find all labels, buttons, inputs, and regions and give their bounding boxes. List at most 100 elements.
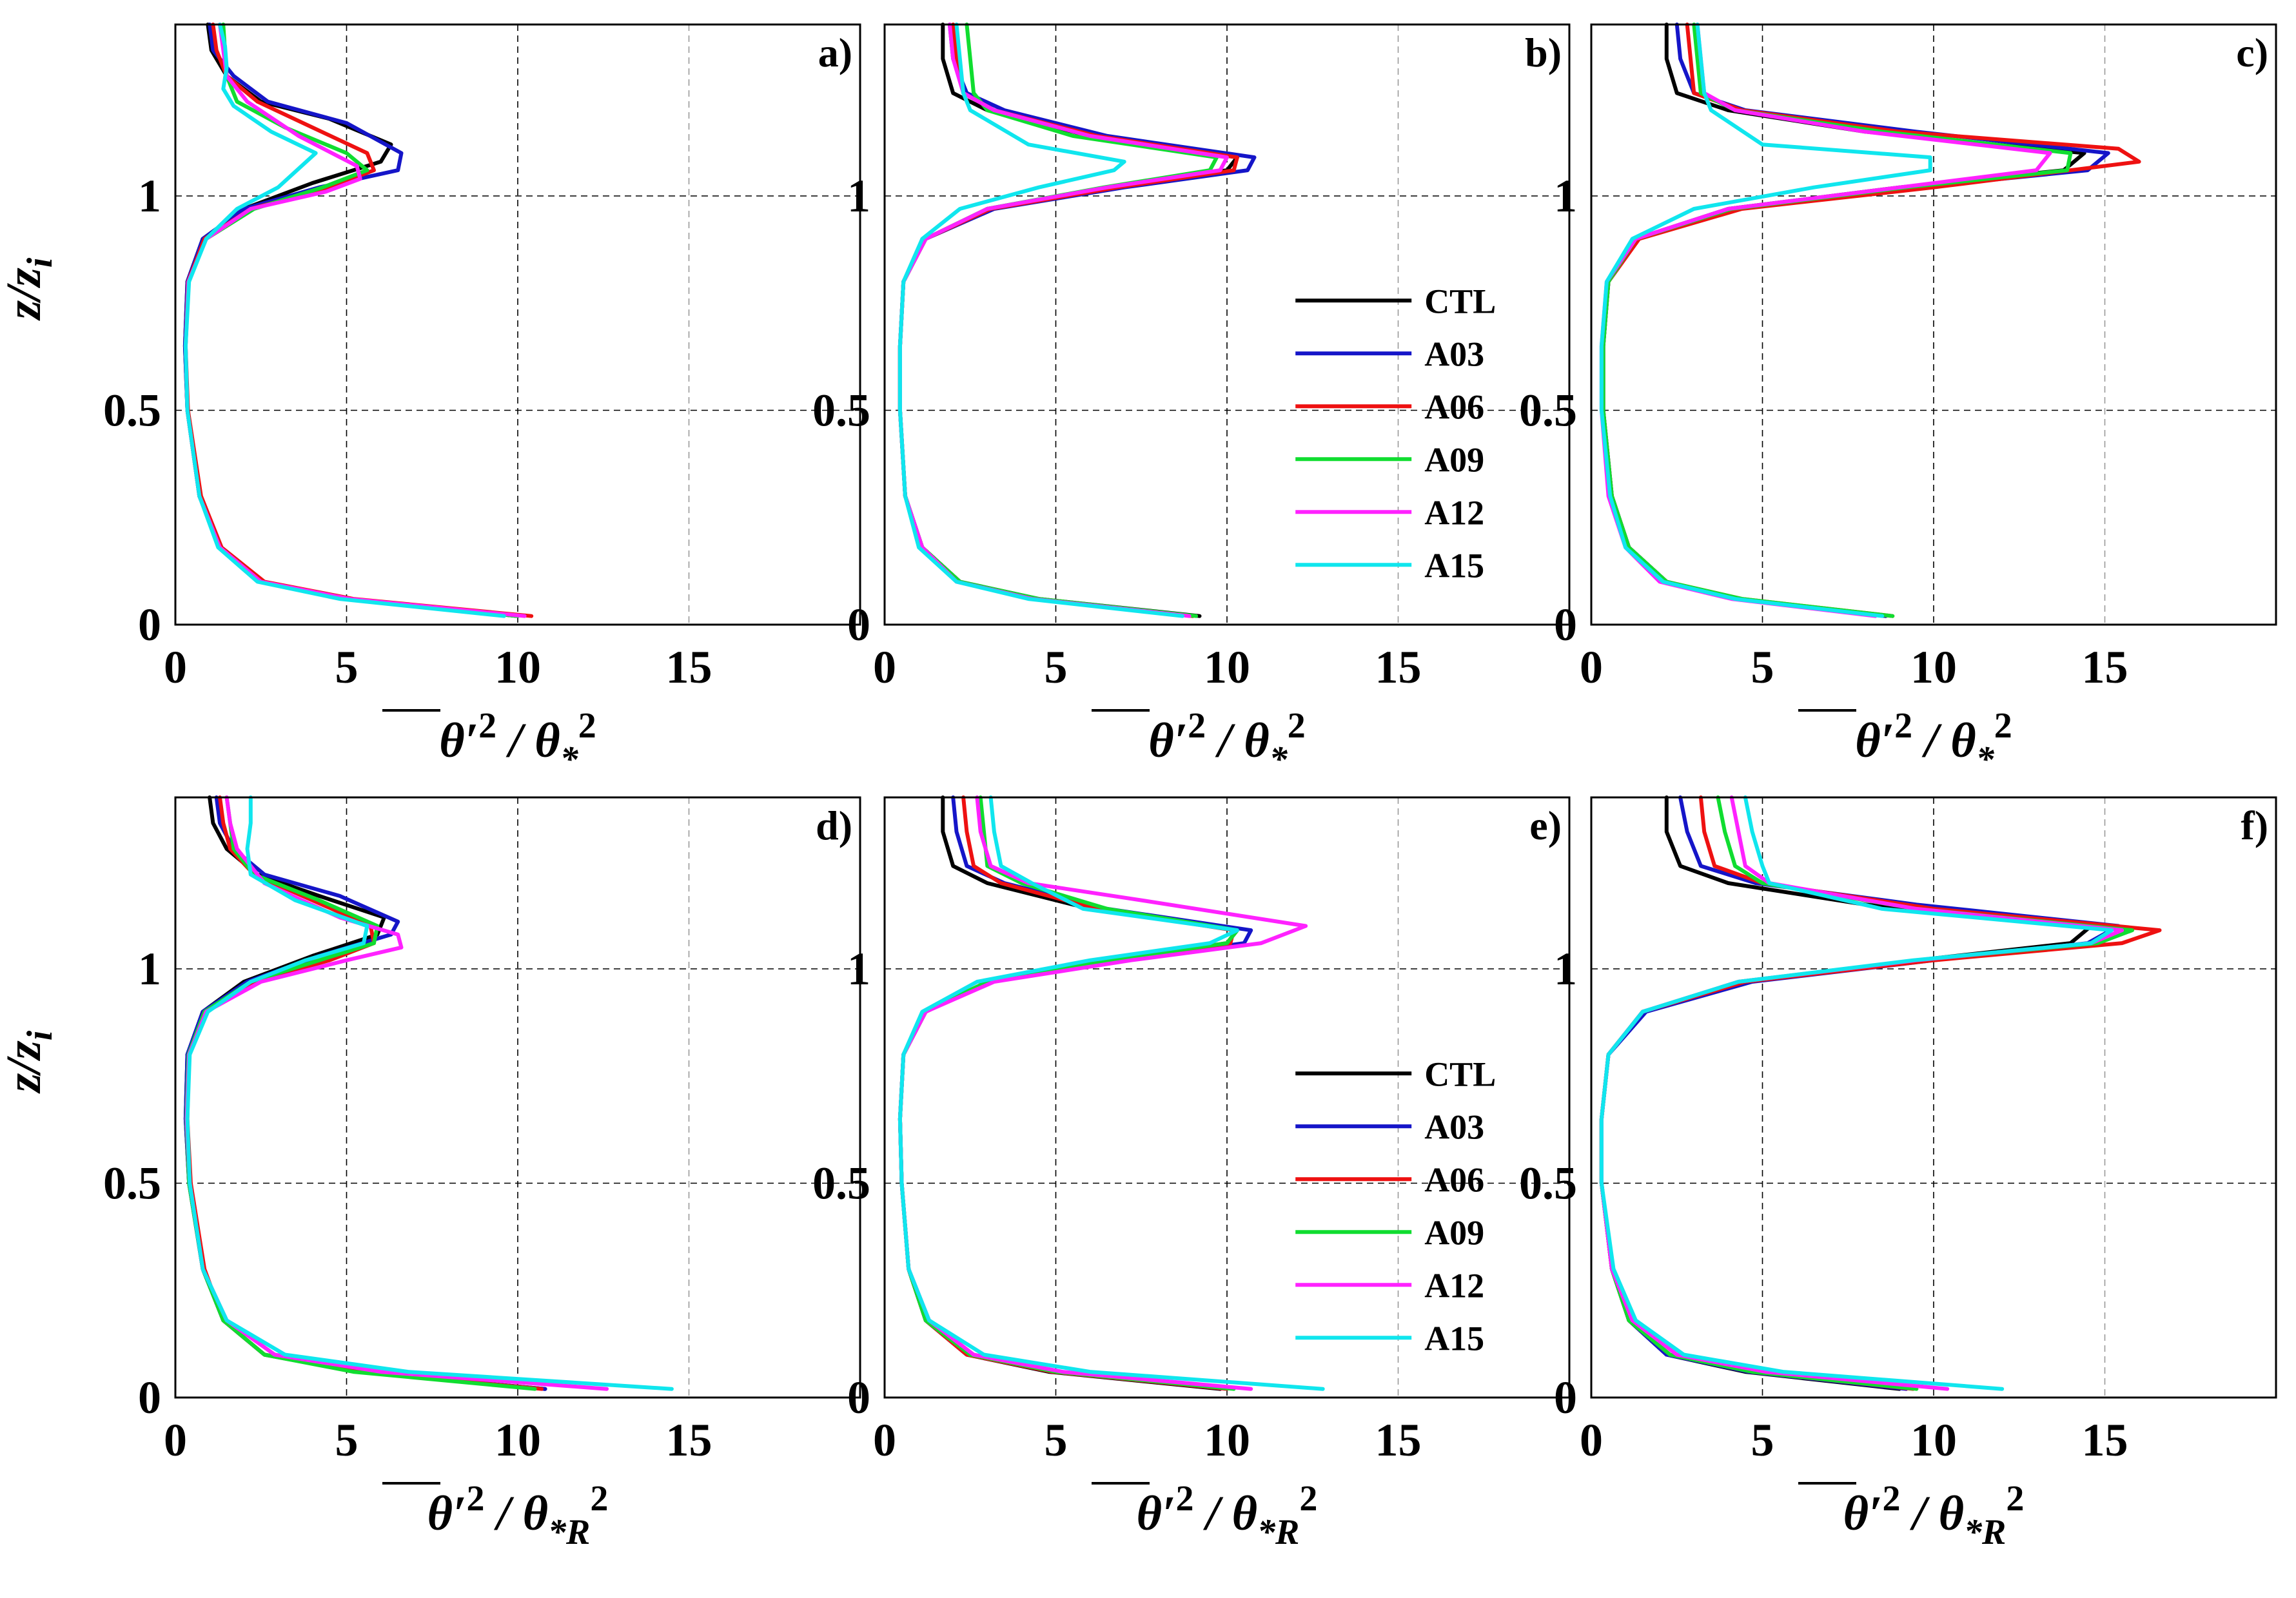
x-tick-label: 0 [164,641,187,693]
y-axis-label: z/zi [0,257,60,321]
series-line-a09 [183,23,520,618]
legend-label-a09: A09 [1424,1213,1484,1252]
series-line-a06 [1601,23,2141,618]
legend-label-a06: A06 [1424,387,1484,426]
legend: CTL A03 A06 A09 A12 A15 [1295,1055,1496,1358]
x-tick-label: 15 [666,641,712,693]
series-line-ctl [898,795,1239,1391]
x-tick-label: 5 [1751,1414,1774,1466]
x-tick-label: 5 [1751,641,1774,693]
series-line-ctl [1601,23,2086,618]
x-tick-label: 0 [164,1414,187,1466]
x-tick-label: 10 [1910,641,1957,693]
series-line-a15 [1599,23,1932,618]
series-line-a15 [183,23,506,618]
panel-c: c) 0 5 10 15 0 0.5 1 θ′2 / θ*2 [1519,23,2277,779]
x-axis-label: θ′2 / θ*R2 [1843,1479,2025,1552]
series-line-a06 [898,795,1236,1391]
series-line-a15 [185,795,674,1391]
x-tick-label: 5 [335,641,358,693]
legend-label-ctl: CTL [1424,1055,1496,1093]
series-line-a12 [898,795,1308,1391]
series-line-a12 [183,23,527,618]
x-tick-label: 10 [1204,1414,1250,1466]
y-tick-label: 1 [138,170,161,222]
x-axis-label: θ′2 / θ*R2 [427,1479,609,1552]
x-tick-label: 10 [495,1414,541,1466]
x-tick-label: 15 [1375,1414,1422,1466]
panel-label: d) [816,803,852,848]
x-axis-label: θ′2 / θ*R2 [1137,1479,1318,1552]
series-line-ctl [1599,795,2094,1391]
x-tick-label: 5 [1045,1414,1068,1466]
y-tick-label: 1 [1554,170,1577,222]
panel-label: c) [2236,30,2268,75]
plot-frame [174,796,861,1399]
series-line-a06 [1599,795,2162,1391]
x-tick-label: 15 [2082,1414,2128,1466]
series-line-a09 [1599,795,2134,1391]
legend-label-a12: A12 [1424,1266,1484,1305]
panel-a: a) 0 5 10 15 0 0.5 1 θ′2 / θ*2 z/zi [0,23,861,779]
x-tick-label: 15 [666,1414,712,1466]
plot-frame [174,23,861,626]
legend-label-a15: A15 [1424,546,1484,585]
panel-b: b) 0 5 10 15 0 0.5 1 θ′2 / θ*2 CTL A03 A06 A09 A12 A15 [812,23,1571,779]
y-tick-label: 0.5 [103,385,161,436]
series-line-a03 [1599,795,2121,1391]
x-tick-label: 15 [1375,641,1422,693]
x-tick-label: 0 [1580,1414,1603,1466]
series-line-ctl [182,23,520,618]
y-tick-label: 1 [847,943,870,995]
plot-frame [883,796,1571,1399]
series-line-a12 [898,23,1229,618]
y-tick-label: 0 [1554,1372,1577,1423]
plot-frame [883,23,1571,626]
series-line-a06 [185,795,544,1391]
panel-label: b) [1525,30,1562,75]
y-tick-label: 0.5 [1519,385,1577,436]
x-tick-label: 0 [873,1414,896,1466]
plot-frame [1590,796,2277,1399]
series-line-a15 [1599,795,2114,1391]
panel-label: e) [1529,803,1562,848]
legend-label-a03: A03 [1424,335,1484,373]
x-tick-label: 0 [873,641,896,693]
series-line-a09 [898,23,1219,618]
series-line-a12 [1599,795,2124,1391]
x-tick-label: 5 [1045,641,1068,693]
y-tick-label: 0.5 [812,1158,870,1209]
y-tick-label: 1 [138,943,161,995]
y-tick-label: 0.5 [1519,1158,1577,1209]
series-line-ctl [183,795,547,1391]
legend-label-a03: A03 [1424,1107,1484,1146]
series-line-a15 [898,23,1184,618]
legend-label-ctl: CTL [1424,282,1496,320]
x-tick-label: 0 [1580,641,1603,693]
panel-d: d) 0 5 10 15 0 0.5 1 θ′2 / θ*R2 z/zi [0,795,861,1552]
panel-label: a) [818,30,852,75]
series-line-a06 [898,23,1239,618]
y-tick-label: 0 [138,1372,161,1423]
legend-label-a06: A06 [1424,1160,1484,1199]
x-tick-label: 10 [1204,641,1250,693]
x-axis-label: θ′2 / θ*2 [1855,706,2012,779]
series-line-a09 [898,795,1239,1391]
x-tick-label: 15 [2082,641,2128,693]
y-tick-label: 0 [138,599,161,650]
x-axis-label: θ′2 / θ*2 [1148,706,1305,779]
series-line-a03 [182,23,520,618]
x-tick-label: 10 [1910,1414,1957,1466]
y-axis-label: z/zi [0,1030,60,1094]
panel-f: f) 0 5 10 15 0 0.5 1 θ′2 / θ*R2 [1519,795,2277,1552]
series-line-a09 [184,795,537,1391]
series-line-a03 [183,795,547,1391]
panel-e: e) 0 5 10 15 0 0.5 1 θ′2 / θ*R2 CTL A03 A06 A09 A12 A1… [812,795,1571,1552]
series-line-a03 [898,23,1257,618]
y-tick-label: 0 [847,599,870,650]
x-axis-label: θ′2 / θ*2 [439,706,596,779]
series-line-a09 [1601,23,2073,618]
y-tick-label: 0 [847,1372,870,1423]
series-line-a03 [1601,23,2110,618]
